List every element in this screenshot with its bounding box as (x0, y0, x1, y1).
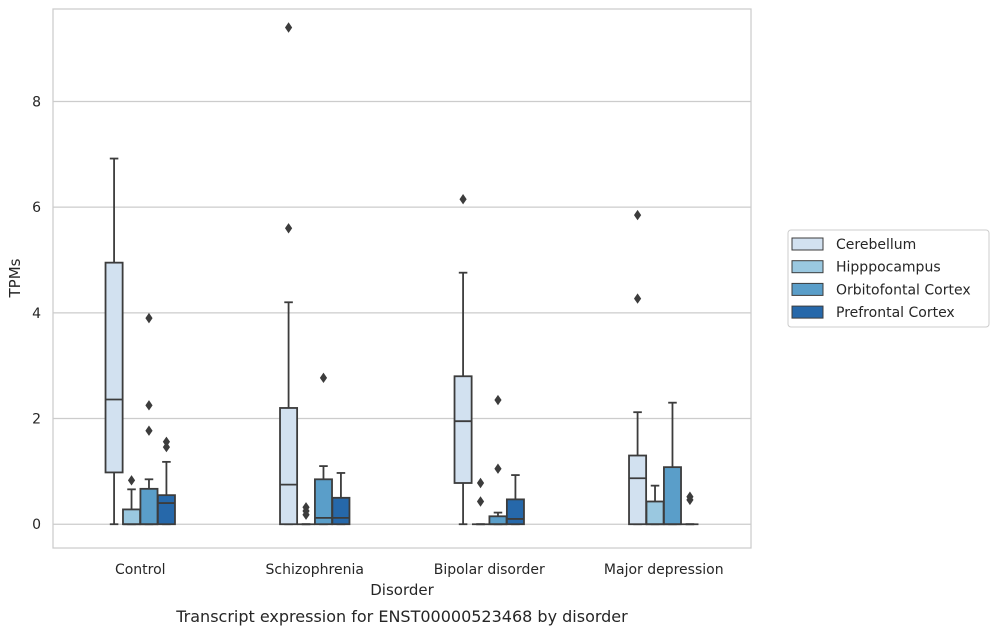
box-prefrontal-cortex (331, 472, 351, 526)
x-tick-label: Schizophrenia (266, 562, 364, 578)
legend-label: Orbitofontal Cortex (836, 282, 971, 298)
box-cerebellum (628, 209, 648, 526)
y-tick-label: 6 (32, 200, 41, 216)
legend-frame (787, 229, 990, 328)
x-tick-label: Bipolar disorder (434, 562, 545, 578)
outlier-point (284, 22, 293, 33)
box-body (488, 515, 508, 526)
outlier-point (145, 400, 153, 411)
y-tick-label: 8 (32, 94, 41, 110)
box-cerebellum (104, 157, 124, 526)
x-tick-label: Major depression (604, 562, 724, 578)
x-tick-label: Control (115, 562, 166, 578)
box-body (628, 454, 648, 526)
outlier-point (162, 441, 171, 453)
y-tick-label: 0 (32, 517, 41, 533)
box-hipppocampus (297, 502, 315, 526)
chart-caption: Transcript expression for ENST0000052346… (175, 607, 628, 626)
outlier-point (686, 491, 694, 502)
box-prefrontal-cortex (156, 436, 176, 526)
box-cerebellum (453, 194, 473, 526)
box-body (122, 508, 141, 526)
box-hipppocampus (122, 475, 141, 526)
outlier-point (494, 463, 502, 474)
outlier-point (302, 502, 310, 513)
box-orbitofontal-cortex (663, 401, 682, 526)
box-body (645, 500, 665, 526)
box-prefrontal-cortex (681, 491, 699, 526)
x-axis-ticks: Control Schizophrenia Bipolar disorder Majo… (115, 562, 724, 578)
plot-area (104, 22, 699, 526)
box-orbitofontal-cortex (314, 372, 333, 526)
legend-swatch (791, 260, 824, 274)
box-orbitofontal-cortex (488, 394, 508, 526)
legend-swatch (791, 282, 824, 296)
y-tick-label: 2 (32, 412, 41, 428)
x-axis-label: Disorder (370, 581, 434, 599)
box-body (279, 407, 299, 526)
outlier-point (476, 477, 485, 489)
y-tick-label: 4 (32, 306, 41, 322)
outlier-point (633, 209, 642, 221)
outlier-point (459, 194, 467, 205)
outlier-point (145, 312, 153, 324)
y-axis-ticks: 0 2 4 6 8 (32, 94, 41, 533)
outlier-point (127, 475, 136, 486)
outlier-point (162, 436, 171, 447)
legend-label: Hipppocampus (836, 260, 941, 276)
y-axis-label: TPMs (6, 258, 24, 298)
legend: Cerebellum Hipppocampus Orbitofontal Corte… (787, 229, 990, 328)
outlier-point (284, 223, 293, 234)
plot-frame (52, 8, 752, 549)
box-cerebellum (279, 22, 299, 526)
box-body (104, 261, 124, 474)
box-prefrontal-cortex (505, 474, 525, 526)
box-body (453, 375, 473, 484)
outlier-point (476, 496, 485, 507)
legend-swatch (791, 237, 824, 251)
legend-swatch (791, 305, 824, 319)
box-hipppocampus (471, 477, 490, 526)
box-body (663, 466, 682, 526)
legend-label: Prefrontal Cortex (836, 305, 955, 321)
box-body (139, 487, 159, 526)
box-hipppocampus (645, 484, 665, 526)
outlier-point (494, 394, 502, 406)
box-body (331, 496, 351, 526)
legend-label: Cerebellum (836, 237, 916, 253)
box-body (505, 498, 525, 526)
outlier-point (633, 293, 642, 304)
outlier-point (319, 372, 328, 384)
outlier-point (145, 425, 153, 436)
box-orbitofontal-cortex (139, 312, 159, 526)
box-body (156, 494, 176, 526)
